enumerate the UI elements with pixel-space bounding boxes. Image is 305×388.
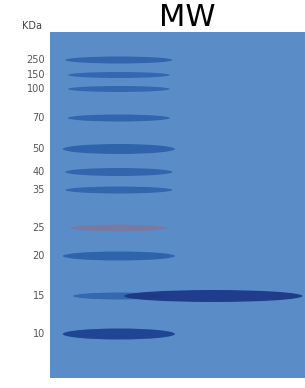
Ellipse shape xyxy=(124,290,303,302)
Text: 25: 25 xyxy=(33,223,45,233)
Ellipse shape xyxy=(68,72,170,78)
Ellipse shape xyxy=(65,57,172,64)
Ellipse shape xyxy=(68,86,170,92)
Polygon shape xyxy=(50,32,305,378)
Ellipse shape xyxy=(63,144,175,154)
Ellipse shape xyxy=(63,329,175,340)
Text: 10: 10 xyxy=(33,329,45,339)
Ellipse shape xyxy=(70,225,167,232)
Ellipse shape xyxy=(65,187,172,194)
Ellipse shape xyxy=(65,168,172,176)
Text: 50: 50 xyxy=(33,144,45,154)
Text: 150: 150 xyxy=(27,70,45,80)
Text: 15: 15 xyxy=(33,291,45,301)
Ellipse shape xyxy=(63,251,175,260)
Ellipse shape xyxy=(68,114,170,121)
Text: 70: 70 xyxy=(33,113,45,123)
Text: 40: 40 xyxy=(33,167,45,177)
Text: 100: 100 xyxy=(27,84,45,94)
Text: KDa: KDa xyxy=(22,21,42,31)
Text: 250: 250 xyxy=(26,55,45,65)
Ellipse shape xyxy=(73,293,165,300)
Text: 20: 20 xyxy=(33,251,45,261)
Text: 35: 35 xyxy=(33,185,45,195)
Text: MW: MW xyxy=(159,3,216,33)
